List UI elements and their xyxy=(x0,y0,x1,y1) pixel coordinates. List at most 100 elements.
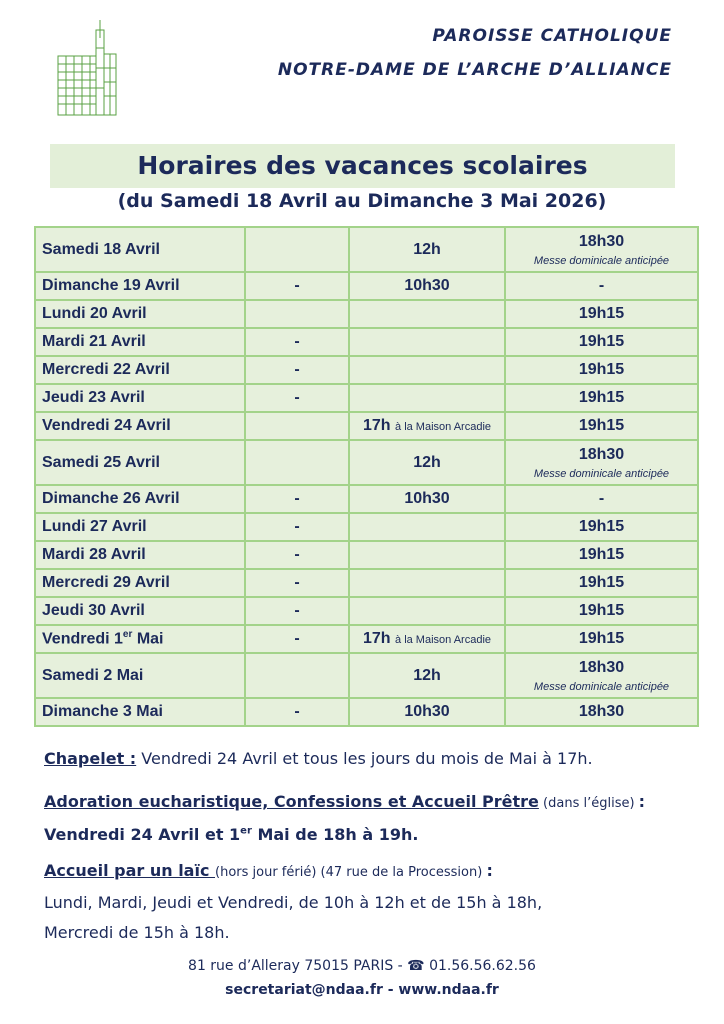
evening-cell: - xyxy=(504,484,699,514)
day-cell: Vendredi 24 Avril xyxy=(34,411,246,441)
table-row: Lundi 27 Avril - 19h15 xyxy=(34,512,699,542)
day-cell: Lundi 20 Avril xyxy=(34,299,246,329)
evening-time: 19h15 xyxy=(578,630,625,647)
day-text: Lundi 27 Avril xyxy=(42,518,147,535)
morning-time: - xyxy=(294,630,300,647)
evening-cell: 18h30 Messe dominicale anticipée xyxy=(504,652,699,699)
day-text: Samedi 2 Mai xyxy=(42,666,144,684)
day-cell: Samedi 25 Avril xyxy=(34,439,246,486)
mass-note: Messe dominicale anticipée xyxy=(533,254,670,267)
midday-cell xyxy=(348,383,506,413)
evening-cell: 19h15 xyxy=(504,596,699,626)
accueil-note: (hors jour férié) (47 rue de la Processi… xyxy=(215,865,487,880)
footer-contact: secretariat@ndaa.fr - www.ndaa.fr xyxy=(225,982,499,998)
table-row: Jeudi 23 Avril - 19h15 xyxy=(34,383,699,413)
table-row: Samedi 2 Mai 12h 18h30 Messe dominicale ant… xyxy=(34,652,699,699)
day-cell: Mardi 28 Avril xyxy=(34,540,246,570)
morning-cell: - xyxy=(244,512,350,542)
day-end: Mai xyxy=(132,630,164,648)
evening-time: 19h15 xyxy=(578,361,625,378)
midday-time: 10h30 xyxy=(404,703,450,720)
adoration-info: Adoration eucharistique, Confessions et … xyxy=(44,788,684,849)
day-text: Mercredi 22 Avril xyxy=(42,361,170,378)
table-row: Mercredi 29 Avril - 19h15 xyxy=(34,568,699,598)
morning-cell xyxy=(244,652,350,699)
morning-cell: - xyxy=(244,484,350,514)
morning-time: - xyxy=(294,602,300,619)
table-row: Samedi 18 Avril 12h 18h30 Messe dominicale … xyxy=(34,226,699,273)
address: 81 rue d’Alleray 75015 PARIS - xyxy=(188,958,408,974)
day-text: Dimanche 26 Avril xyxy=(42,490,180,507)
table-row: Vendredi 1er Mai - 17h à la Maison Arcadie… xyxy=(34,624,699,654)
day-cell: Mercredi 29 Avril xyxy=(34,568,246,598)
morning-time: - xyxy=(294,389,300,406)
evening-cell: - xyxy=(504,271,699,301)
morning-cell: - xyxy=(244,596,350,626)
day-text: Samedi 25 Avril xyxy=(42,453,160,471)
midday-cell xyxy=(348,596,506,626)
evening-time: 19h15 xyxy=(578,305,625,322)
table-row: Lundi 20 Avril 19h15 xyxy=(34,299,699,329)
midday-cell: 12h xyxy=(348,226,506,273)
day-cell: Dimanche 19 Avril xyxy=(34,271,246,301)
morning-cell xyxy=(244,411,350,441)
midday-time: 10h30 xyxy=(404,277,450,294)
table-row: Mardi 28 Avril - 19h15 xyxy=(34,540,699,570)
evening-cell: 19h15 xyxy=(504,327,699,357)
day-cell: Dimanche 3 Mai xyxy=(34,697,246,727)
chapelet-text: Vendredi 24 Avril et tous les jours du m… xyxy=(136,749,593,768)
day-cell: Jeudi 23 Avril xyxy=(34,383,246,413)
day-text: Dimanche 3 Mai xyxy=(42,703,163,720)
evening-time: 19h15 xyxy=(578,518,625,535)
mass-note: Messe dominicale anticipée xyxy=(533,467,670,480)
midday-cell: 12h xyxy=(348,652,506,699)
morning-time: - xyxy=(294,490,300,507)
accueil-info: Accueil par un laïc (hors jour férié) (4… xyxy=(44,856,684,948)
day-text: Vendredi 24 Avril xyxy=(42,417,171,434)
table-row: Dimanche 3 Mai - 10h30 18h30 xyxy=(34,697,699,727)
adoration-when-a: Vendredi 24 Avril et 1 xyxy=(44,825,241,845)
morning-time: - xyxy=(294,703,300,720)
evening-time: 18h30 xyxy=(578,445,625,463)
midday-cell xyxy=(348,327,506,357)
evening-time: 18h30 xyxy=(578,658,625,676)
evening-time: 18h30 xyxy=(578,703,625,720)
table-row: Samedi 25 Avril 12h 18h30 Messe dominicale … xyxy=(34,439,699,486)
table-row: Jeudi 30 Avril - 19h15 xyxy=(34,596,699,626)
midday-cell: 10h30 xyxy=(348,271,506,301)
day-text: Jeudi 23 Avril xyxy=(42,389,145,406)
evening-time: 18h30 xyxy=(578,232,625,250)
morning-cell: - xyxy=(244,540,350,570)
midday-cell xyxy=(348,568,506,598)
table-row: Dimanche 19 Avril - 10h30 - xyxy=(34,271,699,301)
parish-name-line2: NOTRE-DAME DE L’ARCHE D’ALLIANCE xyxy=(277,60,672,80)
midday-cell: 17h à la Maison Arcadie xyxy=(348,411,506,441)
colon: : xyxy=(486,861,493,880)
day-text: Jeudi 30 Avril xyxy=(42,602,145,619)
midday-cell: 10h30 xyxy=(348,697,506,727)
morning-time: - xyxy=(294,518,300,535)
morning-cell: - xyxy=(244,271,350,301)
chapelet-label: Chapelet : xyxy=(44,749,137,768)
midday-time: 12h xyxy=(413,666,441,684)
table-row: Dimanche 26 Avril - 10h30 - xyxy=(34,484,699,514)
midday-cell: 10h30 xyxy=(348,484,506,514)
day-text: Mardi 21 Avril xyxy=(42,333,146,350)
morning-time: - xyxy=(294,546,300,563)
morning-cell xyxy=(244,299,350,329)
table-row: Vendredi 24 Avril 17h à la Maison Arcadie… xyxy=(34,411,699,441)
day-cell: Lundi 27 Avril xyxy=(34,512,246,542)
day-cell: Vendredi 1er Mai xyxy=(34,624,246,654)
morning-time: - xyxy=(294,574,300,591)
evening-cell: 18h30 Messe dominicale anticipée xyxy=(504,439,699,486)
adoration-place: (dans l’église) xyxy=(538,796,639,811)
table-row: Mercredi 22 Avril - 19h15 xyxy=(34,355,699,385)
accueil-line1: Lundi, Mardi, Jeudi et Vendredi, de 10h … xyxy=(44,893,543,912)
phone: 01.56.56.62.56 xyxy=(429,958,536,974)
telephone-icon: ☎ xyxy=(407,958,425,974)
midday-time: 12h xyxy=(413,453,441,471)
day-text: Dimanche 19 Avril xyxy=(42,277,180,294)
adoration-when-b: Mai de 18h à 19h. xyxy=(251,825,419,845)
midday-cell xyxy=(348,540,506,570)
location-note: à la Maison Arcadie xyxy=(395,634,492,646)
